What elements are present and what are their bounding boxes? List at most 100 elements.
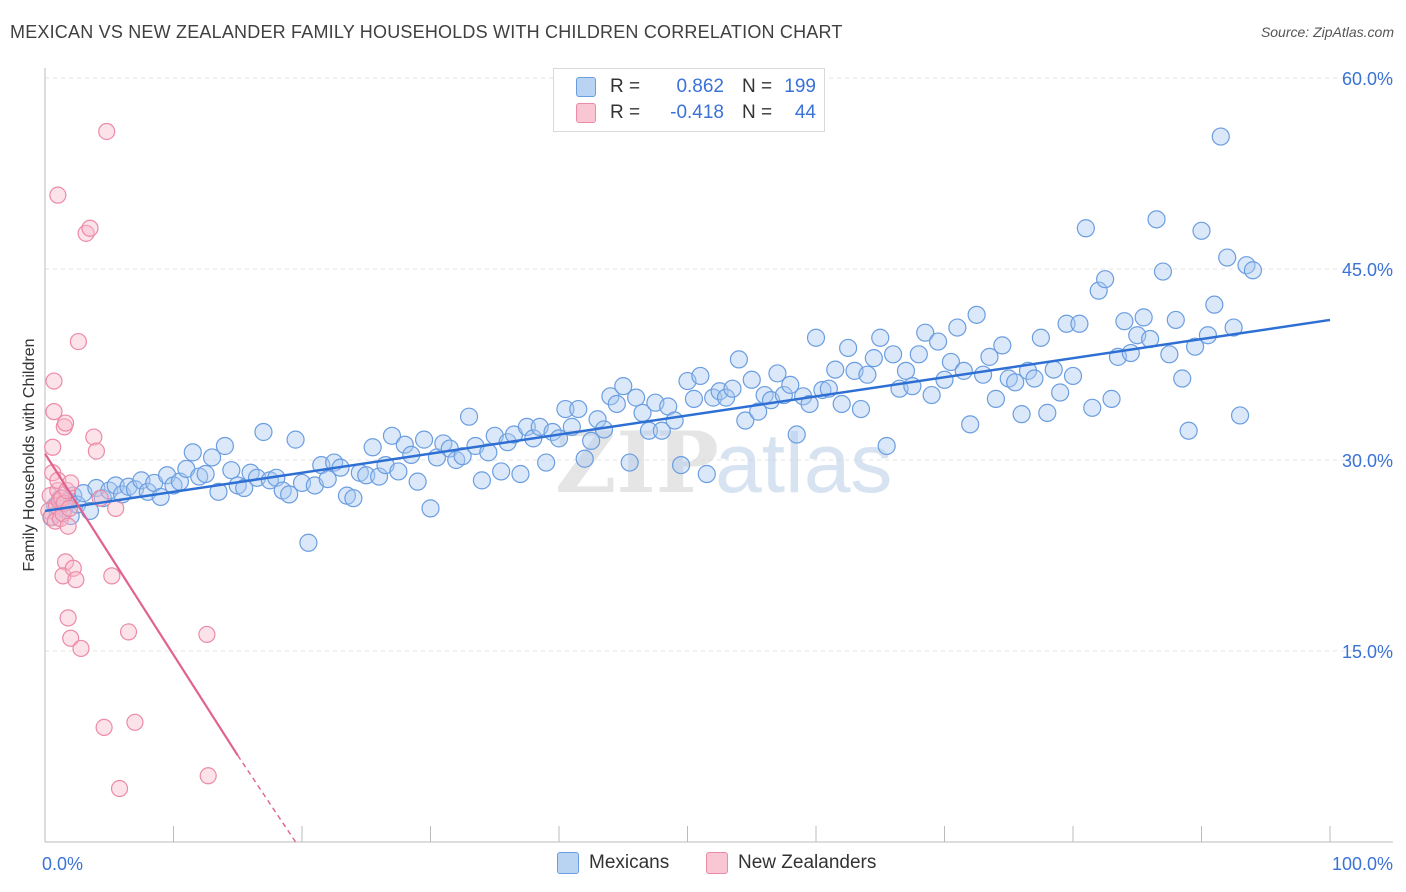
y-tick-label: 60.0% — [1342, 69, 1393, 89]
tick-labels: 15.0% 30.0% 45.0% 60.0% 0.0% 100.0% — [42, 69, 1393, 874]
legend-r-value: 0.862 — [676, 76, 724, 97]
mexicans-point — [1179, 421, 1198, 440]
mexicans-point — [209, 482, 228, 501]
new-zealanders-point — [198, 625, 216, 644]
new-zealanders-point — [69, 332, 88, 351]
mexicans-point — [395, 435, 414, 454]
new-zealanders-point — [85, 428, 103, 446]
mexicans-point — [839, 338, 858, 358]
new-zealanders-point — [49, 186, 67, 204]
mexicans-point — [1006, 373, 1025, 392]
mexicans-point — [235, 478, 254, 498]
mexicans-point — [1192, 221, 1211, 240]
mexicans-point — [1218, 248, 1237, 267]
new-zealanders-trend-line — [44, 453, 239, 757]
new-zealanders-point — [59, 609, 77, 627]
mexicans-trend-line — [44, 318, 1331, 513]
mexicans-point — [601, 387, 620, 406]
mexicans-point — [742, 370, 761, 389]
mexicans-point — [993, 336, 1012, 355]
new-zealanders-point — [62, 474, 80, 492]
mexicans-point — [1063, 366, 1083, 386]
new-zealanders-point — [107, 499, 125, 517]
mexicans-point — [909, 345, 928, 364]
new-zealanders-point — [126, 713, 144, 731]
series-legend: Mexicans New Zealanders — [0, 852, 1406, 878]
mexicans-point — [1070, 314, 1089, 333]
y-tick-label: 45.0% — [1342, 260, 1393, 280]
mexicans-point — [569, 399, 588, 419]
mexicans-point — [871, 328, 890, 347]
mexicans-point — [607, 394, 626, 414]
mexicans-point — [986, 389, 1006, 408]
mexicans-point — [582, 431, 601, 450]
legend-r-value: -0.418 — [670, 102, 724, 123]
mexicans-point — [344, 489, 363, 508]
mexicans-point — [1205, 295, 1224, 314]
new-zealanders-point — [45, 403, 63, 421]
legend-n-value: 44 — [794, 102, 816, 123]
legend-item-new-zealanders[interactable]: New Zealanders — [706, 852, 876, 874]
mexicans-point — [922, 385, 941, 405]
watermark: ZIP atlas — [555, 413, 892, 512]
mexicans-point — [1012, 405, 1031, 424]
mexicans-point — [961, 415, 980, 434]
new-zealanders-point — [45, 372, 63, 390]
mexicans-point — [1121, 343, 1140, 363]
mexicans-point — [472, 471, 491, 490]
legend-n-label: N = — [742, 76, 773, 97]
mexicans-point — [1038, 403, 1057, 422]
mexicans-point — [928, 332, 948, 351]
new-zealanders-trend-extension — [237, 755, 297, 843]
mexicans-point — [1044, 360, 1063, 379]
legend-swatch-blue — [576, 77, 596, 97]
mexicans-point — [691, 366, 710, 386]
legend-swatch-mexicans — [557, 852, 579, 874]
new-zealanders-point — [199, 767, 217, 785]
mexicans-point — [183, 443, 202, 462]
mexicans-point — [511, 464, 530, 484]
mexicans-point — [883, 345, 903, 364]
mexicans-point — [749, 402, 768, 421]
mexicans-point — [729, 350, 749, 369]
mexicans-point — [967, 305, 986, 324]
new-zealanders-point — [67, 571, 85, 589]
mexicans-point — [1102, 389, 1121, 408]
legend-n-label: N = — [742, 102, 773, 123]
x-tick-label: 100.0% — [1332, 854, 1393, 874]
y-tick-label: 30.0% — [1342, 451, 1393, 471]
mexicans-point — [1025, 369, 1044, 388]
mexicans-point — [1083, 398, 1102, 417]
new-zealanders-point — [81, 219, 99, 237]
mexicans-point — [1160, 345, 1179, 364]
legend-swatch-new-zealanders — [706, 852, 728, 874]
mexicans-point — [832, 394, 851, 414]
legend-item-mexicans[interactable]: Mexicans — [557, 852, 669, 874]
source-label: Source: ZipAtlas.com — [1260, 24, 1394, 40]
mexicans-point — [935, 370, 954, 389]
mexicans-point — [1134, 308, 1153, 327]
mexicans-point — [1173, 369, 1192, 388]
mexicans-point — [254, 422, 273, 442]
mexicans-point — [665, 411, 684, 430]
mexicans-point — [1243, 261, 1263, 280]
new-zealanders-point — [119, 623, 138, 641]
mexicans-point — [684, 389, 704, 408]
mexicans-point — [826, 360, 845, 379]
mexicans-point — [299, 533, 318, 552]
mexicans-point — [864, 349, 883, 368]
mexicans-point — [459, 407, 479, 426]
mexicans-point — [357, 466, 376, 485]
new-zealanders-point — [87, 442, 106, 460]
new-zealanders-point — [72, 639, 90, 658]
legend-label-mexicans: Mexicans — [589, 852, 670, 873]
mexicans-point — [318, 470, 337, 489]
mexicans-point — [620, 453, 639, 472]
mexicans-point — [980, 347, 999, 366]
mexicans-point — [877, 436, 896, 456]
watermark-atlas: atlas — [715, 416, 892, 510]
mexicans-point — [652, 421, 671, 440]
mexicans-point — [1057, 314, 1076, 333]
legend-swatch-pink — [576, 103, 596, 123]
